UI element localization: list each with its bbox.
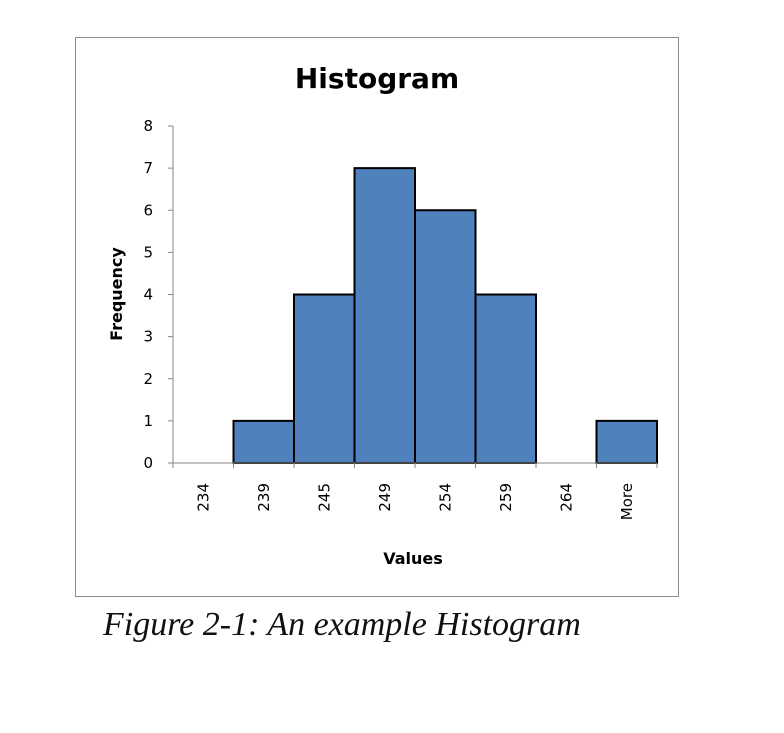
histogram-bar-245	[293, 293, 356, 464]
y-tick-label: 0	[143, 454, 153, 472]
histogram-bar-249	[353, 167, 416, 464]
x-tick-label: 245	[315, 483, 333, 512]
histogram-bar-259	[474, 293, 537, 464]
y-tick-label: 1	[143, 412, 153, 430]
x-tick-label: 264	[557, 483, 575, 512]
x-axis-label: Values	[383, 549, 443, 568]
y-tick-label: 3	[143, 328, 153, 346]
chart-frame: Histogram 0 1 2 3 4 5 6 7 8 234 239 245 249 254 259 264…	[75, 37, 679, 597]
x-tick-label: 234	[194, 483, 212, 512]
x-tick-label: More	[618, 483, 636, 520]
y-tick-label: 4	[143, 286, 153, 304]
y-tick-label: 2	[143, 370, 153, 388]
x-tick-label: 259	[497, 483, 515, 512]
figure-caption: Figure 2-1: An example Histogram	[103, 606, 581, 643]
x-tick-label: 249	[376, 483, 394, 512]
histogram-bar-239	[232, 419, 295, 464]
histogram-bar-254	[414, 209, 477, 464]
histogram-bar-more	[595, 419, 658, 464]
bars-layer	[232, 167, 658, 464]
y-tick-label: 7	[143, 159, 153, 177]
y-tick-label: 8	[143, 117, 153, 135]
chart-title: Histogram	[295, 62, 459, 95]
y-axis-label: Frequency	[107, 247, 126, 341]
x-tick-label: 239	[255, 483, 273, 512]
y-tick-label: 6	[143, 201, 153, 219]
y-tick-label: 5	[143, 243, 153, 261]
x-tick-label: 254	[436, 483, 454, 512]
